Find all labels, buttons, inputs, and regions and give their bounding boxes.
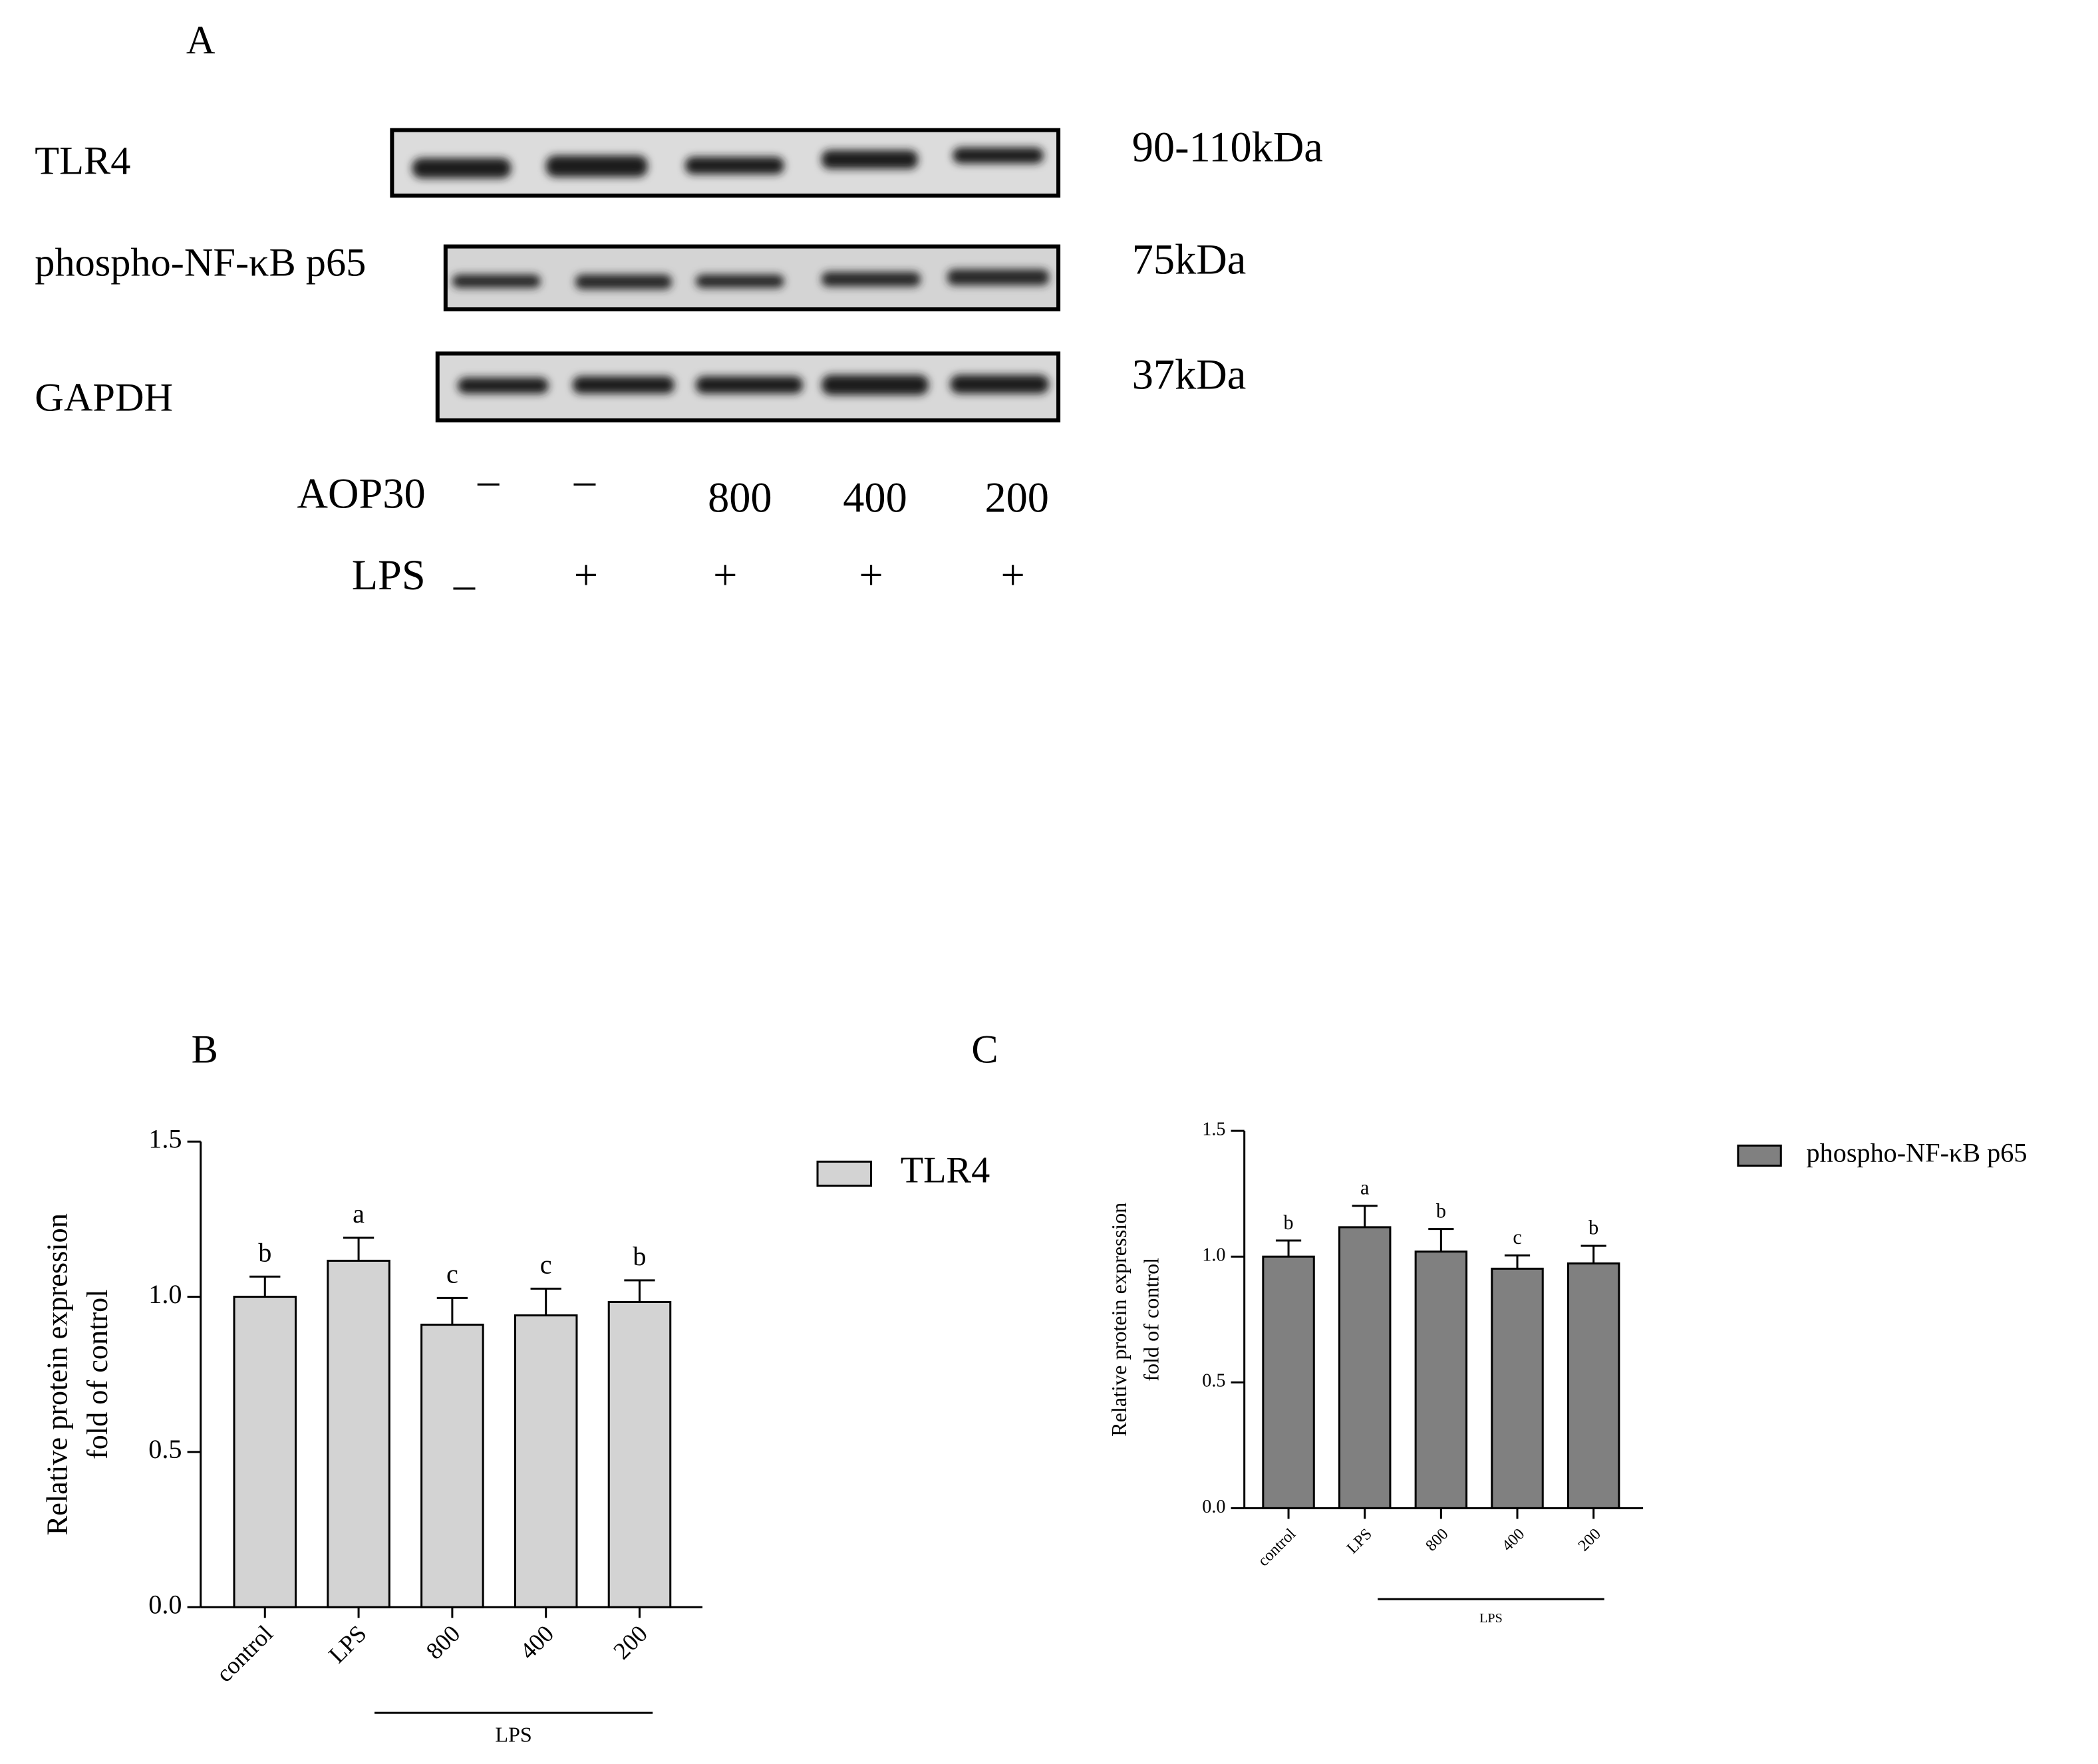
chart: C Relative protein expression fold of cont… (971, 1027, 2027, 1626)
protein-name: TLR4 (35, 139, 130, 184)
protein-size: 90-110kDa (1132, 123, 1323, 170)
y-tick-label: 1.0 (148, 1279, 182, 1309)
x-tick-label: 200 (608, 1620, 653, 1665)
legend-swatch (1737, 1144, 1782, 1167)
treatment-name: AOP30 (297, 470, 426, 517)
significance-letter: c (1513, 1226, 1521, 1249)
significance-letter: b (258, 1237, 271, 1267)
y-axis-label: fold of control (1139, 1258, 1163, 1382)
y-tick-label: 0.0 (148, 1589, 182, 1619)
treatment-value: + (859, 551, 883, 599)
significance-letter: b (633, 1241, 646, 1271)
chart: B Relative protein expression fold of cont… (41, 1027, 990, 1746)
y-tick-label: 1.5 (148, 1123, 182, 1153)
significance-letter: b (1436, 1199, 1446, 1222)
bar (327, 1259, 390, 1608)
treatment-value: + (1001, 551, 1025, 599)
significance-letter: a (353, 1199, 365, 1229)
protein-name: GAPDH (35, 376, 173, 420)
bar (1414, 1250, 1468, 1509)
panel-label: A (186, 19, 216, 63)
protein-size: 37kDa (1132, 351, 1247, 398)
x-tick-label: LPS (1343, 1525, 1375, 1557)
x-tick-label: 200 (1574, 1525, 1604, 1555)
blot-p65 (443, 244, 1061, 312)
treatment-value: – (453, 561, 476, 608)
y-axis-label: fold of control (81, 1289, 114, 1459)
bar (1262, 1255, 1315, 1509)
blot-gapdh (435, 351, 1061, 423)
treatment-name: LPS (352, 551, 426, 599)
y-tick-label: 0.0 (1202, 1497, 1225, 1517)
panel-label: B (192, 1027, 218, 1072)
y-axis-label: Relative protein expression (41, 1213, 74, 1535)
x-tick-label: 400 (515, 1620, 559, 1665)
x-tick-label: LPS (323, 1620, 371, 1668)
treatment-value: – (573, 456, 596, 504)
significance-letter: b (1588, 1217, 1598, 1239)
blot-tlr4 (390, 128, 1061, 198)
legend-label: TLR4 (901, 1149, 990, 1191)
significance-letter: c (446, 1258, 458, 1288)
y-tick-label: 0.5 (1202, 1371, 1225, 1392)
bar (420, 1324, 484, 1608)
bar (1338, 1226, 1392, 1509)
treatment-value: 200 (984, 474, 1049, 521)
x-tick-label: 800 (1422, 1525, 1452, 1555)
protein-size: 75kDa (1132, 235, 1247, 283)
treatment-value: – (477, 456, 500, 504)
legend-label: phospho-NF-κB p65 (1806, 1138, 2027, 1168)
x-tick-label: 400 (1499, 1525, 1529, 1555)
treatment-value: 800 (708, 474, 772, 521)
significance-letter: b (1284, 1211, 1294, 1234)
bar (514, 1314, 578, 1608)
y-tick-label: 0.5 (148, 1434, 182, 1464)
x-tick-label: 800 (421, 1620, 466, 1665)
y-tick-label: 1.0 (1202, 1245, 1225, 1266)
significance-letter: c (540, 1249, 552, 1279)
treatment-value: + (713, 551, 737, 599)
treatment-value: 400 (843, 474, 907, 521)
x-tick-label: control (1255, 1525, 1300, 1570)
bar (1491, 1267, 1544, 1509)
group-label: LPS (1479, 1611, 1503, 1626)
bar (1567, 1262, 1620, 1509)
panel-label: C (971, 1027, 998, 1072)
bar (607, 1300, 672, 1608)
y-tick-label: 1.5 (1202, 1119, 1225, 1140)
protein-name: phospho-NF-κB p65 (35, 241, 366, 285)
x-tick-label: control (211, 1620, 278, 1688)
significance-letter: a (1360, 1177, 1369, 1199)
y-axis-label: Relative protein expression (1107, 1203, 1131, 1437)
legend-swatch (816, 1160, 872, 1187)
group-label: LPS (495, 1723, 531, 1747)
bar (233, 1296, 297, 1608)
treatment-value: + (574, 551, 598, 599)
